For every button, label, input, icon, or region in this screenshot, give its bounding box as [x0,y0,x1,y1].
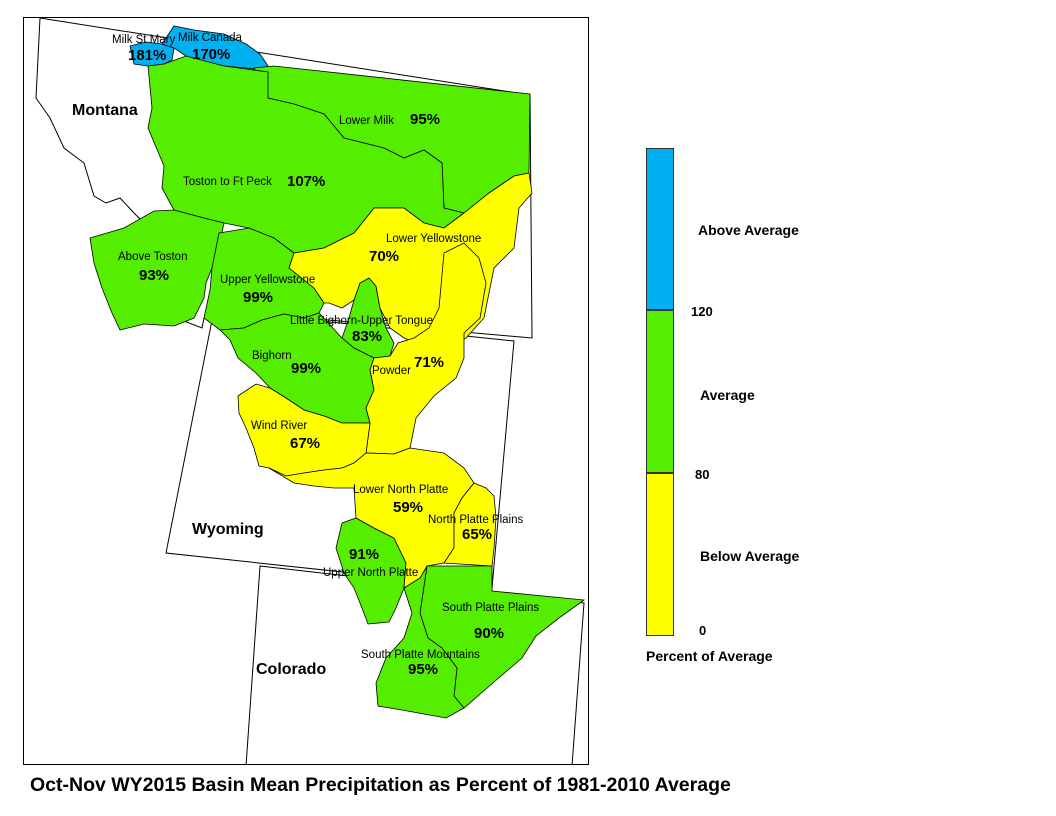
basin-percent: 90% [474,625,504,642]
basin-percent: 181% [128,47,166,64]
basin-name: North Platte Plains [428,514,523,526]
legend-swatch-above [646,148,674,310]
basin-percent: 91% [349,546,379,563]
basin-percent: 67% [290,435,320,452]
legend-title: Percent of Average [646,648,773,664]
basin-above-toston [89,209,225,331]
basin-north-platte-plains [443,482,497,567]
legend-label-average: Average [700,387,755,403]
basin-name: Toston to Ft Peck [183,176,272,188]
basin-name: Upper Yellowstone [220,274,315,286]
legend-swatch-average [646,310,674,473]
basin-percent: 65% [462,526,492,543]
map-frame: Montana Wyoming Colorado Milk St Mary Mi… [23,17,589,765]
basin-percent: 83% [352,328,382,345]
basin-percent: 107% [287,173,325,190]
basin-map: Montana Wyoming Colorado Milk St Mary Mi… [35,18,586,764]
legend: Above Average Average Below Average 120 … [630,140,890,680]
legend-label-above: Above Average [698,222,799,238]
basin-name: Above Toston [118,251,187,263]
basin-name: Lower Milk [339,115,394,127]
basin-percent: 70% [369,248,399,265]
legend-tick-80: 80 [695,467,710,482]
basin-name: Bighorn [252,350,292,362]
basin-percent: 93% [139,267,169,284]
basin-name: Little Bighorn-Upper Tongue [290,315,433,327]
basin-name: South Platte Mountains [361,649,480,661]
basin-percent: 95% [408,661,438,678]
basin-percent: 71% [414,354,444,371]
basin-name: Milk St Mary [112,34,176,46]
basin-percent: 59% [393,499,423,516]
state-label-wyoming: Wyoming [192,521,264,538]
basin-percent: 99% [243,289,273,306]
basin-milk-st-mary [129,41,175,67]
basin-name: Upper North Platte [323,567,418,579]
basin-percent: 170% [192,46,230,63]
basin-name: Powder [372,365,411,377]
legend-label-below: Below Average [700,548,800,564]
basin-percent: 95% [410,111,440,128]
legend-swatch-below [646,473,674,636]
basin-name: Lower Yellowstone [386,233,481,245]
basin-percent: 99% [291,360,321,377]
legend-tick-120: 120 [691,304,713,319]
state-label-colorado: Colorado [256,661,326,678]
legend-tick-0: 0 [699,623,707,638]
basin-name: Lower North Platte [353,484,448,496]
state-label-montana: Montana [72,102,138,119]
basin-name: Milk Canada [178,32,243,44]
basin-name: Wind River [251,420,307,432]
map-caption: Oct-Nov WY2015 Basin Mean Precipitation … [30,774,731,796]
basin-south-platte-mountains [375,565,465,719]
basin-name: South Platte Plains [442,602,539,614]
